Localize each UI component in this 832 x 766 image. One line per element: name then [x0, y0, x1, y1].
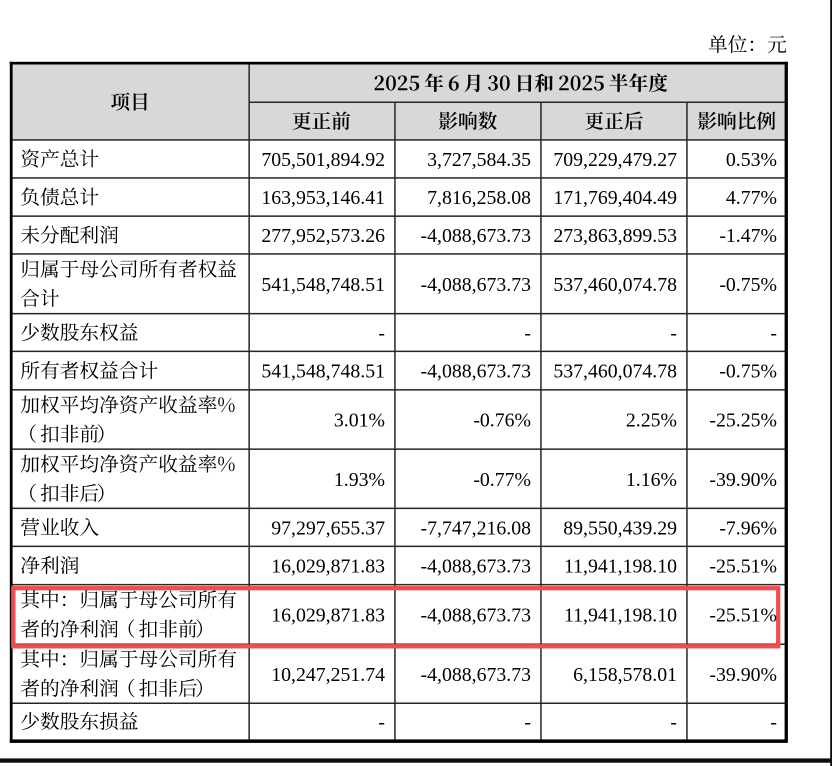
svg-text:-4,088,673.73: -4,088,673.73 — [421, 225, 532, 247]
svg-text:10,247,251.74: 10,247,251.74 — [271, 664, 385, 686]
svg-text:-1.47%: -1.47% — [719, 225, 777, 247]
svg-text:-39.90%: -39.90% — [709, 664, 777, 686]
svg-text:709,229,479.27: 709,229,479.27 — [553, 149, 677, 171]
svg-text:-25.25%: -25.25% — [709, 410, 777, 432]
svg-text:-7,747,216.08: -7,747,216.08 — [421, 517, 532, 539]
svg-text:163,953,146.41: 163,953,146.41 — [261, 187, 385, 209]
svg-text:7,816,258.08: 7,816,258.08 — [427, 187, 531, 209]
svg-text:-4,088,673.73: -4,088,673.73 — [421, 604, 532, 626]
svg-text:4.77%: 4.77% — [726, 187, 777, 209]
svg-text:-: - — [770, 711, 777, 733]
svg-text:-: - — [524, 323, 531, 345]
svg-text:-: - — [378, 711, 385, 733]
svg-text:537,460,074.78: 537,460,074.78 — [553, 274, 677, 296]
svg-text:-: - — [524, 711, 531, 733]
svg-text:1.93%: 1.93% — [334, 469, 385, 491]
svg-text:-: - — [670, 323, 677, 345]
svg-text:171,769,404.49: 171,769,404.49 — [553, 187, 677, 209]
svg-text:11,941,198.10: 11,941,198.10 — [564, 556, 677, 578]
svg-text:3,727,584.35: 3,727,584.35 — [427, 149, 531, 171]
svg-text:-4,088,673.73: -4,088,673.73 — [421, 274, 532, 296]
svg-text:-39.90%: -39.90% — [709, 469, 777, 491]
svg-text:3.01%: 3.01% — [334, 410, 385, 432]
svg-text:89,550,439.29: 89,550,439.29 — [563, 517, 677, 539]
svg-text:-0.75%: -0.75% — [719, 274, 777, 296]
svg-text:16,029,871.83: 16,029,871.83 — [271, 556, 385, 578]
svg-text:541,548,748.51: 541,548,748.51 — [261, 361, 385, 383]
svg-text:-: - — [378, 323, 385, 345]
svg-text:6,158,578.01: 6,158,578.01 — [573, 664, 677, 686]
svg-text:541,548,748.51: 541,548,748.51 — [261, 274, 385, 296]
svg-text:2.25%: 2.25% — [626, 410, 677, 432]
svg-text:-4,088,673.73: -4,088,673.73 — [421, 664, 532, 686]
svg-text:-25.51%: -25.51% — [709, 556, 777, 578]
svg-text:0.53%: 0.53% — [726, 149, 777, 171]
svg-text:-: - — [770, 323, 777, 345]
svg-text:11,941,198.10: 11,941,198.10 — [564, 604, 677, 626]
svg-text:16,029,871.83: 16,029,871.83 — [271, 604, 385, 626]
svg-text:-0.77%: -0.77% — [473, 469, 531, 491]
svg-text:1.16%: 1.16% — [626, 469, 677, 491]
svg-text:537,460,074.78: 537,460,074.78 — [553, 361, 677, 383]
svg-text:-25.51%: -25.51% — [709, 604, 777, 626]
svg-text:705,501,894.92: 705,501,894.92 — [261, 149, 385, 171]
svg-text:-4,088,673.73: -4,088,673.73 — [421, 361, 532, 383]
svg-text:-7.96%: -7.96% — [719, 517, 777, 539]
svg-text:277,952,573.26: 277,952,573.26 — [261, 225, 385, 247]
svg-text:273,863,899.53: 273,863,899.53 — [553, 225, 677, 247]
svg-text:-0.75%: -0.75% — [719, 361, 777, 383]
svg-text:-4,088,673.73: -4,088,673.73 — [421, 556, 532, 578]
svg-text:-0.76%: -0.76% — [473, 410, 531, 432]
svg-text:97,297,655.37: 97,297,655.37 — [271, 517, 385, 539]
svg-text:-: - — [670, 711, 677, 733]
